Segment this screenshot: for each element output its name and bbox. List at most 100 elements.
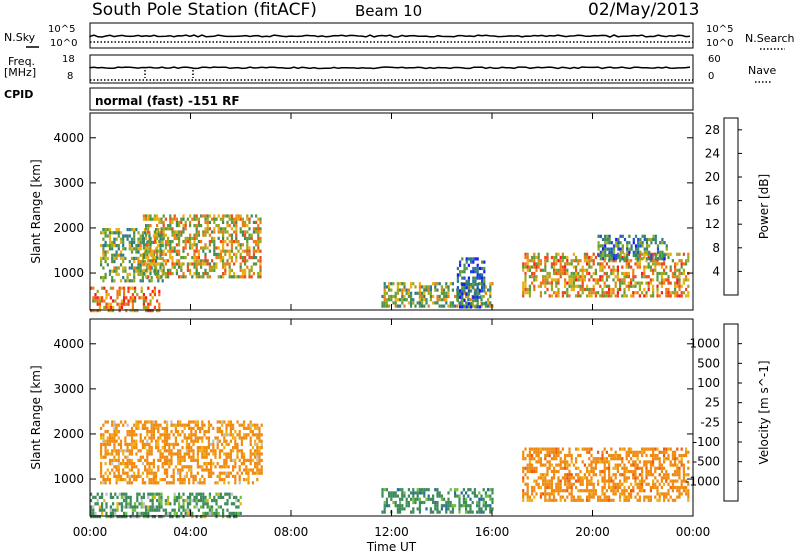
echo-cell (140, 289, 143, 293)
echo-cell (399, 488, 402, 492)
echo-cell (649, 466, 652, 470)
echo-cell (610, 287, 613, 292)
echo-cell (535, 265, 538, 269)
echo-cell (235, 256, 238, 260)
echo-cell (248, 249, 251, 253)
echo-cell (157, 244, 160, 248)
echo-cell (423, 285, 426, 289)
echo-cell (665, 469, 668, 474)
echo-cell (227, 423, 230, 427)
echo-cell (151, 217, 154, 221)
echo-cell (145, 268, 148, 272)
station-title: South Pole Station (fitACF) (92, 0, 317, 20)
echo-cell (156, 246, 159, 250)
echo-cell (632, 268, 635, 272)
echo-cell (555, 447, 558, 451)
echo-cell (130, 256, 134, 260)
echo-cell (206, 499, 209, 503)
echo-cell (412, 301, 415, 305)
echo-cell (491, 491, 494, 495)
echo-cell (200, 499, 203, 503)
echo-cell (539, 447, 542, 451)
echo-cell (147, 214, 150, 218)
echo-cell (113, 426, 116, 430)
echo-cell (634, 257, 638, 261)
echo-cell (160, 502, 163, 506)
echo-cell (213, 249, 216, 253)
echo-cell (687, 255, 690, 260)
echo-cell (636, 291, 639, 295)
echo-cell (173, 236, 176, 240)
echo-cell (106, 256, 109, 260)
echo-cell (148, 468, 151, 472)
echo-cell (445, 282, 448, 286)
echo-cell (240, 455, 243, 459)
echo-cell (669, 495, 672, 499)
echo-cell (577, 271, 580, 276)
echo-cell (129, 296, 132, 300)
echo-cell (588, 262, 591, 266)
echo-cell (102, 436, 105, 440)
echo-cell (113, 269, 116, 273)
echo-cell (119, 253, 123, 257)
echo-cell (226, 499, 229, 503)
echo-cell (396, 488, 399, 492)
echo-cell (113, 244, 116, 248)
echo-cell (197, 240, 200, 244)
echo-cell (139, 420, 142, 424)
echo-cell (616, 278, 619, 282)
echo-cell (221, 430, 224, 434)
echo-cell (182, 224, 185, 228)
echo-cell (678, 495, 681, 499)
echo-cell (614, 492, 617, 496)
echo-cell (581, 265, 584, 269)
echo-cell (113, 266, 116, 270)
echo-cell (553, 457, 556, 461)
echo-cell (189, 499, 192, 503)
echo-cell (557, 453, 560, 458)
echo-cell (157, 272, 160, 276)
echo-cell (403, 282, 406, 286)
echo-cell (106, 244, 109, 248)
echo-cell (627, 485, 630, 490)
echo-cell (680, 447, 683, 451)
echo-cell (149, 299, 152, 303)
echo-cell (152, 253, 155, 257)
echo-cell (634, 291, 637, 295)
echo-cell (427, 291, 430, 295)
echo-cell (537, 259, 540, 263)
echo-cell (643, 447, 646, 451)
echo-cell (637, 237, 640, 242)
echo-cell (252, 230, 255, 234)
echo-cell (643, 234, 646, 238)
echo-cell (399, 510, 402, 514)
echo-cell (183, 455, 186, 459)
echo-cell (650, 237, 653, 242)
echo-cell (204, 515, 207, 519)
echo-cell (159, 256, 162, 260)
echo-cell (142, 256, 145, 260)
echo-cell (548, 450, 551, 454)
echo-cell (258, 462, 261, 466)
echo-cell (388, 494, 391, 498)
echo-cell (147, 302, 150, 306)
echo-cell (109, 508, 112, 512)
echo-cell (192, 433, 195, 437)
echo-cell (649, 294, 652, 298)
echo-cell (566, 453, 569, 458)
echo-cell (133, 465, 136, 469)
echo-cell (636, 450, 639, 454)
echo-cell (656, 485, 659, 490)
echo-cell (190, 433, 193, 437)
echo-cell (652, 268, 655, 272)
echo-cell (170, 458, 173, 462)
echo-cell (184, 508, 187, 512)
echo-cell (588, 469, 591, 474)
echo-cell (92, 309, 95, 313)
echo-cell (583, 259, 586, 263)
echo-cell (676, 262, 679, 266)
echo-cell (189, 243, 192, 247)
echo-cell (98, 302, 101, 306)
echo-cell (167, 268, 170, 272)
echo-cell (251, 423, 254, 427)
